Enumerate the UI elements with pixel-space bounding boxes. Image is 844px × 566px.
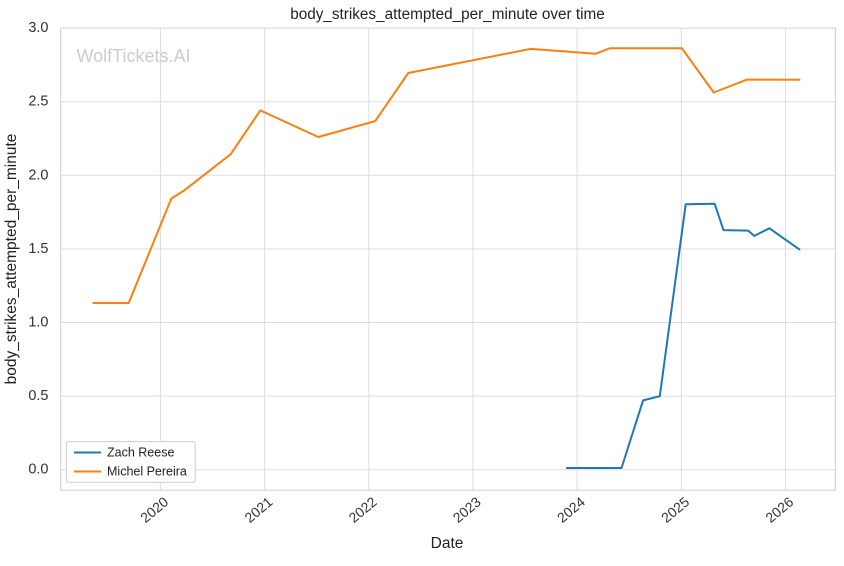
- svg-text:2.5: 2.5: [28, 94, 48, 110]
- svg-text:Michel Pereira: Michel Pereira: [107, 465, 187, 479]
- svg-text:2023: 2023: [450, 493, 484, 525]
- svg-text:0.0: 0.0: [28, 462, 48, 478]
- svg-text:2024: 2024: [554, 493, 588, 525]
- svg-text:2021: 2021: [241, 493, 275, 525]
- svg-text:2020: 2020: [137, 493, 171, 525]
- svg-text:3.0: 3.0: [28, 20, 48, 36]
- svg-text:0.5: 0.5: [28, 388, 48, 404]
- svg-text:1.5: 1.5: [28, 241, 48, 257]
- svg-text:2022: 2022: [346, 493, 380, 525]
- svg-text:WolfTickets.AI: WolfTickets.AI: [77, 46, 191, 66]
- svg-text:2025: 2025: [658, 493, 692, 525]
- svg-text:2026: 2026: [762, 493, 796, 525]
- svg-text:Zach Reese: Zach Reese: [107, 446, 174, 460]
- svg-text:body_strikes_attempted_per_min: body_strikes_attempted_per_minute: [3, 134, 20, 385]
- svg-text:1.0: 1.0: [28, 315, 48, 331]
- svg-text:Date: Date: [431, 535, 464, 552]
- svg-text:2.0: 2.0: [28, 167, 48, 183]
